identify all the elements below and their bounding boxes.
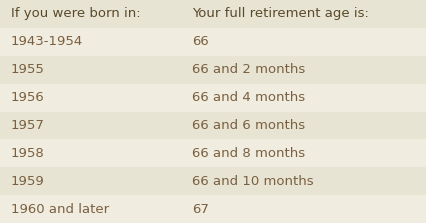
Text: 1943-1954: 1943-1954 [11, 35, 83, 48]
Bar [0, 0, 426, 28]
Text: 66: 66 [192, 35, 208, 48]
Bar [0, 28, 426, 56]
Bar [0, 139, 426, 167]
Text: 66 and 2 months: 66 and 2 months [192, 63, 305, 76]
Text: 66 and 10 months: 66 and 10 months [192, 175, 313, 188]
Text: 66 and 8 months: 66 and 8 months [192, 147, 305, 160]
Bar [0, 195, 426, 223]
Text: Your full retirement age is:: Your full retirement age is: [192, 7, 368, 21]
Text: 1959: 1959 [11, 175, 44, 188]
Bar [0, 167, 426, 195]
Text: 1955: 1955 [11, 63, 44, 76]
Text: 1957: 1957 [11, 119, 44, 132]
Text: 66 and 4 months: 66 and 4 months [192, 91, 305, 104]
Text: 66 and 6 months: 66 and 6 months [192, 119, 305, 132]
Text: 1960 and later: 1960 and later [11, 202, 109, 216]
Bar [0, 112, 426, 139]
Text: 1958: 1958 [11, 147, 44, 160]
Bar [0, 56, 426, 84]
Bar [0, 84, 426, 112]
Text: 1956: 1956 [11, 91, 44, 104]
Text: If you were born in:: If you were born in: [11, 7, 140, 21]
Text: 67: 67 [192, 202, 209, 216]
